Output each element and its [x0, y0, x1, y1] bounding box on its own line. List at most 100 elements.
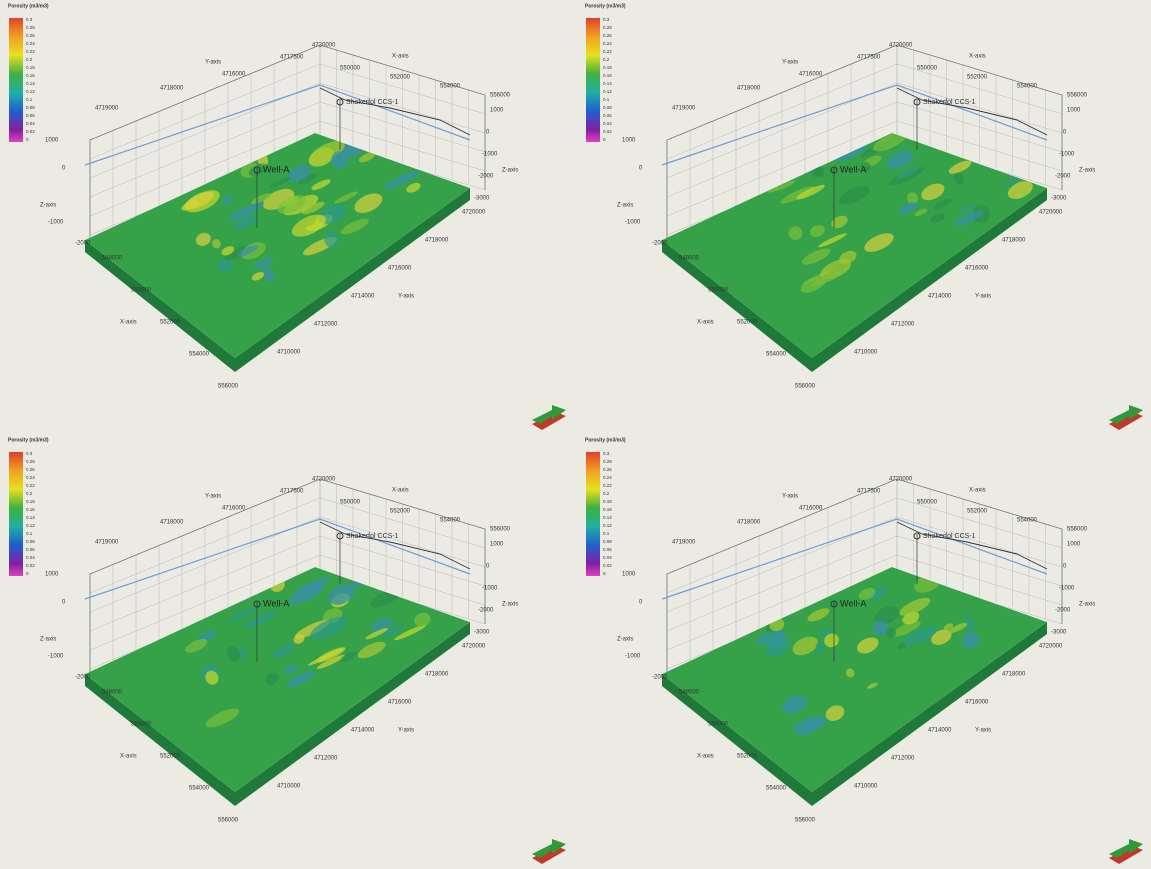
orientation-icon-base	[532, 846, 566, 864]
orientation-icon-base	[1109, 412, 1143, 430]
porosity-patch	[831, 215, 848, 229]
porosity-patch	[205, 708, 240, 728]
legend-tick: 0	[603, 571, 606, 576]
porosity-patch	[265, 672, 279, 685]
well-label: Shakerfol CCS-1	[923, 533, 976, 540]
porosity-patch	[250, 193, 272, 205]
x-tick-label: 548000	[679, 256, 700, 262]
porosity-patch	[897, 642, 908, 650]
x-tick-label: 556000	[218, 384, 239, 390]
x-tick-label: 552000	[737, 320, 758, 326]
porosity-patch	[839, 250, 857, 264]
porosity-patch	[934, 198, 953, 209]
legend-tick: 0.18	[26, 65, 35, 70]
z-tick-label: -1000	[482, 586, 498, 592]
color-bar	[586, 452, 600, 576]
frame-edge	[666, 478, 1063, 674]
y-top-tick-label: 4720000	[889, 43, 913, 49]
porosity-patch	[856, 637, 879, 654]
z-tick-label: -2000	[75, 241, 91, 247]
porosity-patch	[872, 133, 908, 152]
porosity-patch	[414, 612, 431, 627]
well-marker	[253, 166, 261, 174]
frame-edge	[666, 44, 1063, 240]
legend-tick: 0.12	[26, 89, 35, 94]
grid-line	[666, 120, 898, 217]
y-top-tick-label: 4717500	[280, 489, 304, 495]
grid-line	[896, 516, 1063, 568]
porosity-patch	[867, 682, 878, 689]
y-tick-label: 4712000	[891, 322, 915, 328]
legend-tick: 0.04	[26, 121, 35, 126]
well-marker	[913, 98, 921, 106]
y-tick-label: 4712000	[314, 322, 338, 328]
grid-line	[89, 554, 321, 651]
porosity-patch	[892, 620, 921, 637]
y-axis-label: Y-axis	[975, 728, 991, 734]
porosity-patch	[310, 616, 348, 639]
legend-tick: 0.1	[603, 531, 610, 536]
y-axis-label: Y-axis	[782, 494, 798, 500]
legend-tick: 0.26	[603, 467, 612, 472]
z-tick-label: 0	[62, 166, 66, 172]
surface-side	[85, 188, 470, 372]
legend-tick: 0.3	[603, 17, 610, 22]
y-tick-label: 4716000	[965, 266, 989, 272]
y-top-tick-label: 4719000	[95, 540, 119, 546]
porosity-patch	[914, 208, 928, 217]
y-top-tick-label: 4720000	[312, 477, 336, 483]
legend-tick: 0.26	[26, 467, 35, 472]
surface-base	[662, 133, 1047, 358]
z-tick-label: 1000	[45, 138, 59, 144]
x-top-tick-label: 554000	[1017, 84, 1038, 90]
porosity-patch	[873, 620, 889, 636]
porosity-patch	[792, 636, 818, 656]
porosity-patch	[965, 616, 976, 632]
well-label: Well-A	[840, 164, 866, 174]
z-tick-label: -1000	[48, 654, 64, 660]
z-tick-label: -2000	[1055, 174, 1071, 180]
porosity-patch	[221, 246, 235, 256]
porosity-patch	[959, 203, 977, 213]
legend-tick: 0.14	[603, 515, 612, 520]
grid-line	[666, 63, 898, 160]
z-axis-label: Z-axis	[617, 203, 633, 209]
porosity-patch	[897, 167, 919, 179]
porosity-patch	[233, 215, 257, 230]
x-top-tick-label: 550000	[340, 500, 361, 506]
z-tick-label: 0	[1063, 564, 1067, 570]
y-tick-label: 4720000	[1039, 644, 1063, 650]
y-axis-label: Y-axis	[205, 494, 221, 500]
z-axis-label: Z-axis	[1079, 602, 1095, 608]
porosity-patch	[394, 624, 427, 641]
surface-side	[662, 622, 1047, 806]
z-tick-label: 0	[486, 564, 490, 570]
legend-tick: 0.02	[603, 129, 612, 134]
legend-tick: 0.04	[603, 121, 612, 126]
legend-tick: 0	[26, 571, 29, 576]
y-tick-label: 4716000	[965, 700, 989, 706]
panel: Porosity (m3/m3) 0.3 0.28 0.26 0.24 0.22 0.2 0.…	[8, 3, 566, 430]
surface-base	[85, 133, 470, 358]
frame-edge	[89, 478, 486, 674]
grid-line	[666, 535, 898, 632]
well-label: Well-A	[263, 164, 289, 174]
well-label: Shakerfol CCS-1	[346, 99, 399, 106]
y-tick-label: 4714000	[928, 728, 952, 734]
x-top-tick-label: 554000	[440, 84, 461, 90]
porosity-patch	[365, 628, 388, 640]
y-top-tick-label: 4717500	[280, 55, 304, 61]
z-axis-label: Z-axis	[1079, 168, 1095, 174]
legend-tick: 0.2	[603, 491, 610, 496]
porosity-patch	[906, 192, 919, 205]
legend-tick: 0.16	[603, 73, 612, 78]
porosity-patch	[807, 608, 830, 622]
legend-tick: 0.16	[603, 507, 612, 512]
legend-tick: 0.3	[26, 17, 33, 22]
z-tick-label: 0	[486, 130, 490, 136]
y-axis-label: Y-axis	[398, 728, 414, 734]
well-trajectory	[319, 521, 471, 570]
y-tick-label: 4718000	[1002, 672, 1026, 678]
porosity-patch	[860, 162, 871, 172]
z-tick-label: -3000	[1051, 630, 1067, 636]
